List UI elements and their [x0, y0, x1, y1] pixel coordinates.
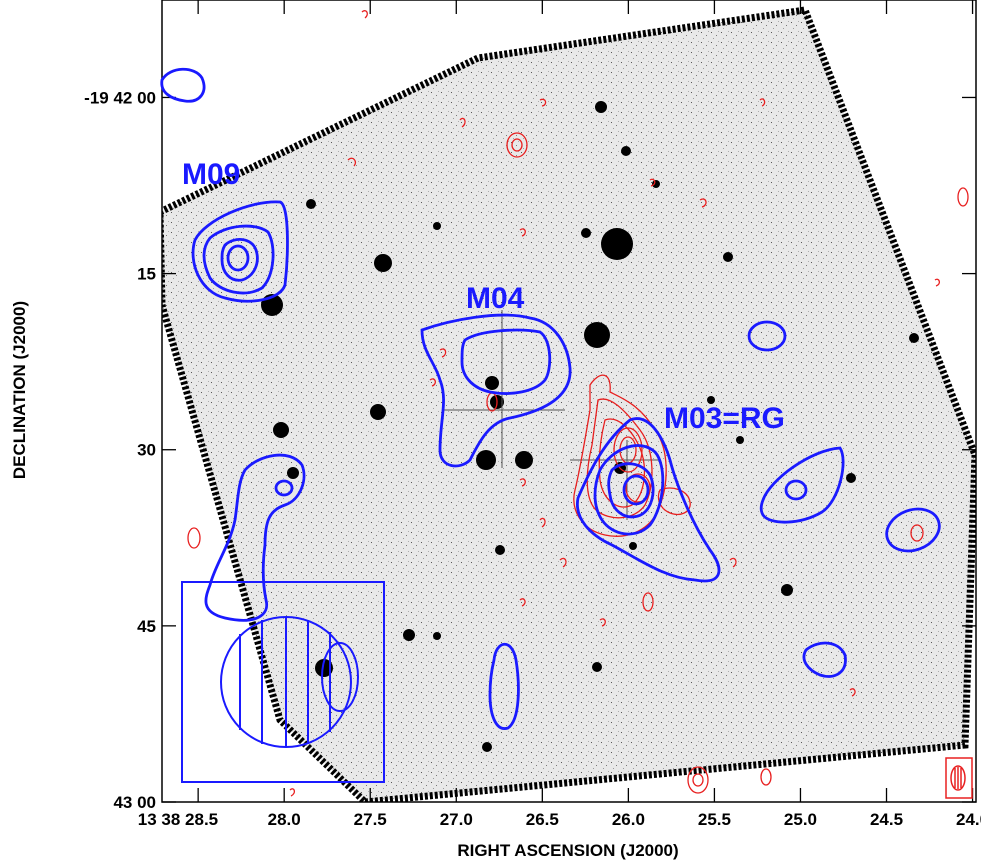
- source-label-m03: M03=RG: [664, 402, 785, 435]
- source-labels: M09 M04 M03=RG: [182, 158, 785, 435]
- x-tick-label: 28.0: [268, 810, 301, 829]
- m03-contour-outer: [575, 417, 721, 583]
- source-label-m09: M09: [182, 158, 240, 191]
- m04-crosshair: [443, 310, 565, 468]
- x-tick-label: 25.0: [784, 810, 817, 829]
- y-tick-label: 30: [137, 441, 156, 460]
- m09-contour-outer: [191, 200, 289, 303]
- image-frame: [162, 6, 976, 802]
- y-tick-label: 43 00: [113, 793, 156, 812]
- x-ticks: 13 38 28.5 28.0 27.5 27.0 26.5 26.0 25.5 25.0 24…: [138, 0, 981, 829]
- m03-contour-mid: [593, 444, 665, 536]
- submm-beam-box: [181, 581, 385, 783]
- x-tick-label: 24.5: [870, 810, 903, 829]
- x-tick-label: 24.0: [956, 810, 981, 829]
- y-tick-label: 15: [137, 265, 156, 284]
- x-tick-label: 26.0: [612, 810, 645, 829]
- m03-contour-peak: [622, 474, 650, 506]
- m03-contour-inner: [607, 462, 655, 519]
- plot-frame: [161, 0, 977, 803]
- m04-contour-inner: [460, 328, 552, 395]
- m04-contour-outer: [420, 313, 572, 468]
- m09-contour-mid: [202, 224, 275, 295]
- optical-image: [162, 6, 976, 802]
- radio-beam-box: [945, 757, 973, 799]
- y-ticks: -19 42 00 15 30 45 43 00: [84, 88, 976, 812]
- m09-contour-inner: [220, 238, 259, 282]
- submm-contours: [160, 67, 941, 730]
- x-tick-label: 27.5: [354, 810, 387, 829]
- x-tick-label: 26.5: [526, 810, 559, 829]
- x-tick-label: 25.5: [698, 810, 731, 829]
- x-tick-label: 13 38 28.5: [138, 810, 218, 829]
- y-axis-title: DECLINATION (J2000): [10, 301, 29, 479]
- x-axis-title: RIGHT ASCENSION (J2000): [457, 841, 678, 860]
- y-tick-label: -19 42 00: [84, 88, 156, 107]
- y-tick-label: 45: [137, 617, 156, 636]
- x-tick-label: 27.0: [440, 810, 473, 829]
- source-label-m04: M04: [466, 282, 525, 315]
- axes: 13 38 28.5 28.0 27.5 27.0 26.5 26.0 25.5 25.0 24…: [10, 0, 981, 860]
- m09-contour-peak: [226, 244, 250, 272]
